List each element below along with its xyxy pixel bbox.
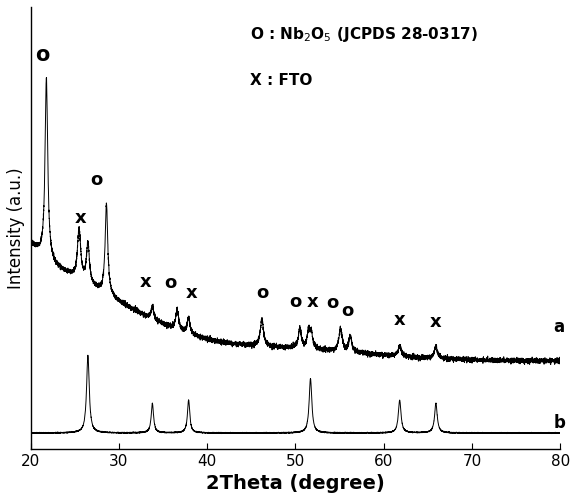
Text: b: b bbox=[553, 414, 565, 432]
Text: x: x bbox=[430, 313, 442, 331]
Text: x: x bbox=[185, 284, 197, 302]
Text: o: o bbox=[289, 293, 302, 311]
Text: O : Nb$_2$O$_5$ (JCPDS 28-0317): O : Nb$_2$O$_5$ (JCPDS 28-0317) bbox=[250, 24, 478, 44]
Text: x: x bbox=[140, 273, 151, 291]
Text: X : FTO: X : FTO bbox=[250, 73, 313, 88]
Text: o: o bbox=[327, 294, 339, 312]
Text: o: o bbox=[35, 45, 49, 65]
Text: x: x bbox=[306, 294, 318, 312]
Text: o: o bbox=[91, 171, 103, 189]
Y-axis label: Intensity (a.u.): Intensity (a.u.) bbox=[7, 167, 25, 288]
X-axis label: 2Theta (degree): 2Theta (degree) bbox=[206, 474, 385, 493]
Text: o: o bbox=[256, 284, 268, 302]
Text: x: x bbox=[75, 210, 87, 228]
Text: x: x bbox=[394, 312, 406, 330]
Text: a: a bbox=[553, 318, 564, 336]
Text: o: o bbox=[164, 274, 176, 292]
Text: o: o bbox=[342, 302, 354, 320]
